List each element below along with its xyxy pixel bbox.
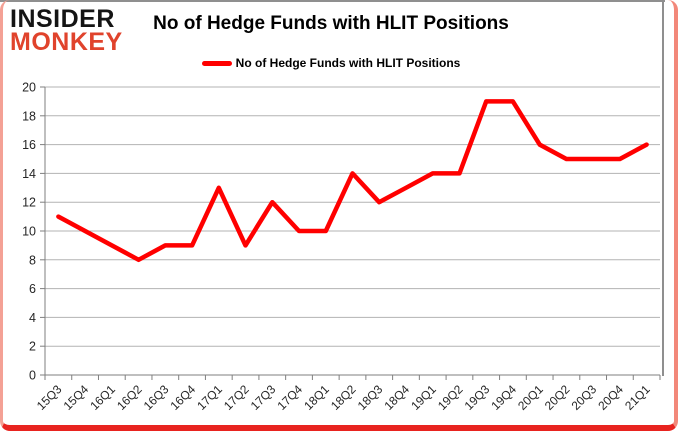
x-tick-label: 19Q4 <box>488 382 519 413</box>
x-tick-label: 16Q3 <box>141 382 172 413</box>
chart-title: No of Hedge Funds with HLIT Positions <box>153 13 509 34</box>
y-tick-label: 14 <box>22 167 36 181</box>
x-tick-label: 16Q1 <box>87 382 118 413</box>
x-tick-label: 16Q4 <box>168 382 199 413</box>
x-tick-label: 16Q2 <box>114 382 145 413</box>
x-tick-label: 19Q1 <box>408 382 439 413</box>
y-tick-label: 4 <box>29 311 36 325</box>
x-tick-label: 20Q4 <box>595 382 626 413</box>
x-tick-label: 18Q3 <box>355 382 386 413</box>
insider-monkey-logo: INSIDER MONKEY <box>10 5 123 56</box>
y-tick-label: 0 <box>29 369 36 383</box>
logo-text-monkey: MONKEY <box>10 28 123 56</box>
x-tick-label: 20Q3 <box>569 382 600 413</box>
logo-text-insider: INSIDER <box>10 5 115 33</box>
y-tick-label: 20 <box>22 81 36 95</box>
x-tick-label: 15Q4 <box>61 382 92 413</box>
x-tick-label: 21Q1 <box>622 382 653 413</box>
legend-label: No of Hedge Funds with HLIT Positions <box>235 56 461 70</box>
y-tick-label: 6 <box>29 282 36 296</box>
y-tick-label: 16 <box>22 138 36 152</box>
chart-border-top <box>0 0 665 2</box>
y-tick-label: 2 <box>29 340 36 354</box>
y-tick-label: 8 <box>29 253 36 267</box>
series-line-hedge-funds <box>56 99 649 263</box>
x-tick-label: 20Q1 <box>515 382 546 413</box>
x-tick-label: 15Q3 <box>34 382 65 413</box>
x-tick-label: 17Q1 <box>194 382 225 413</box>
x-tick-label: 18Q1 <box>301 382 332 413</box>
x-tick-label: 17Q4 <box>274 382 305 413</box>
legend-line-swatch <box>201 60 232 66</box>
legend: No of Hedge Funds with HLIT Positions <box>0 56 662 70</box>
x-tick-label: 17Q3 <box>248 382 279 413</box>
x-tick-label: 20Q2 <box>542 382 573 413</box>
x-tick-label: 18Q4 <box>381 382 412 413</box>
y-tick-label: 12 <box>22 196 36 210</box>
x-tick-label: 17Q2 <box>221 382 252 413</box>
x-tick-label: 19Q2 <box>435 382 466 413</box>
y-tick-label: 10 <box>22 225 36 239</box>
y-tick-label: 18 <box>22 109 36 123</box>
x-tick-label: 19Q3 <box>462 382 493 413</box>
x-tick-label: 18Q2 <box>328 382 359 413</box>
chart-border-right <box>662 0 664 376</box>
